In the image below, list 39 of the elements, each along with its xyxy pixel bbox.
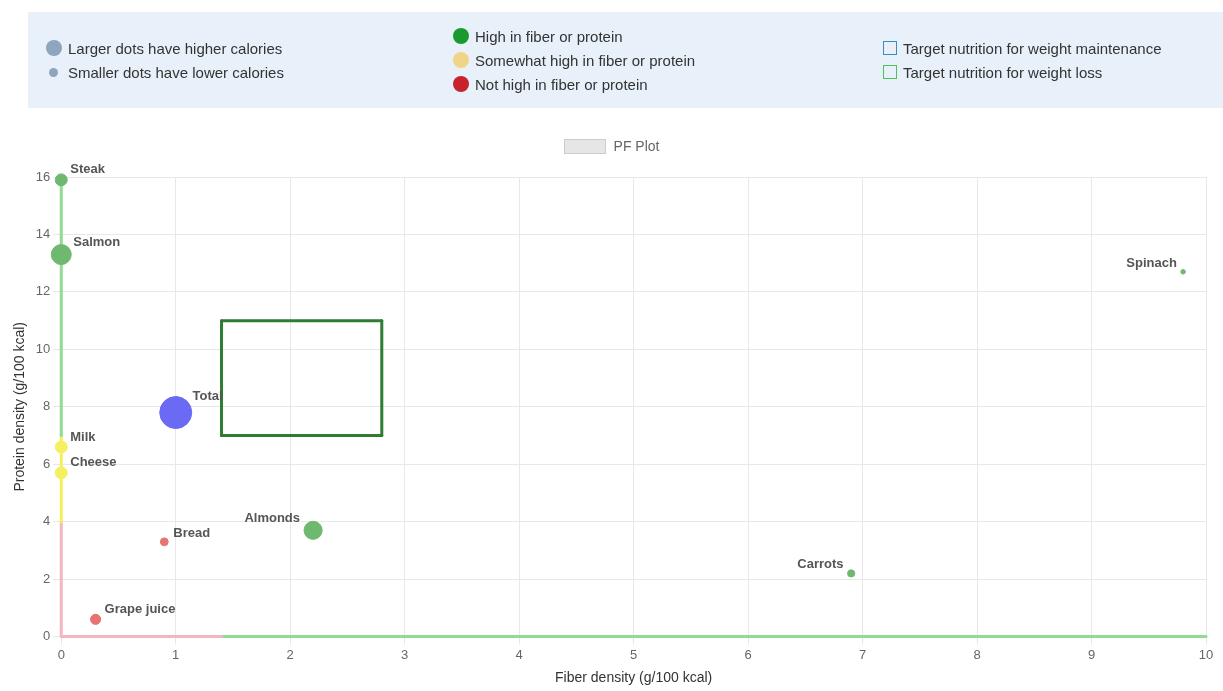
x-tick-label: 6 [744, 646, 752, 662]
text: Target nutrition for weight loss [903, 63, 1103, 81]
x-tick-label: 3 [401, 646, 409, 662]
y-tick-label: 12 [35, 283, 51, 299]
annotation: Carrots [797, 556, 844, 572]
y-tick-label: 2 [43, 570, 51, 586]
annotation: Grape juice [104, 601, 176, 617]
annotation: Almonds [244, 509, 301, 525]
text: Larger dots have higher calories [68, 39, 283, 57]
text: Not high in fiber or protein [475, 75, 648, 93]
y-tick-label: 16 [35, 168, 51, 184]
text: Target nutrition for weight maintenance [903, 39, 1162, 57]
x-tick-label: 10 [1198, 646, 1214, 662]
text: Smaller dots have lower calories [68, 63, 284, 81]
text: PF Plot [613, 138, 660, 154]
y-tick-label: 4 [43, 513, 51, 529]
x-tick-label: 5 [630, 646, 638, 662]
x-tick-label: 4 [515, 646, 523, 662]
annotation: Milk [70, 428, 97, 444]
annotation: Steak [70, 161, 106, 177]
x-tick-label: 8 [973, 646, 981, 662]
x-tick-label: 1 [172, 646, 180, 662]
text: Somewhat high in fiber or protein [475, 51, 696, 69]
y-tick-label: 6 [43, 455, 51, 471]
x-tick-label: 0 [57, 646, 65, 662]
x-axis-title: Fiber density (g/100 kcal) [555, 669, 713, 686]
x-tick-label: 2 [286, 646, 294, 662]
y-tick-label: 8 [43, 398, 51, 414]
y-axis-title: Protein density (g/100 kcal) [11, 321, 28, 492]
y-tick-label: 0 [43, 628, 51, 644]
annotation: Salmon [73, 233, 121, 249]
text: High in fiber or protein [475, 27, 623, 45]
annotation: Cheese [70, 454, 117, 470]
y-tick-label: 10 [35, 340, 51, 356]
x-tick-label: 7 [858, 646, 867, 662]
x-tick-label: 9 [1087, 646, 1096, 662]
annotation: Bread [173, 524, 211, 540]
y-tick-label: 14 [35, 226, 51, 242]
annotation: Spinach [1126, 254, 1177, 270]
